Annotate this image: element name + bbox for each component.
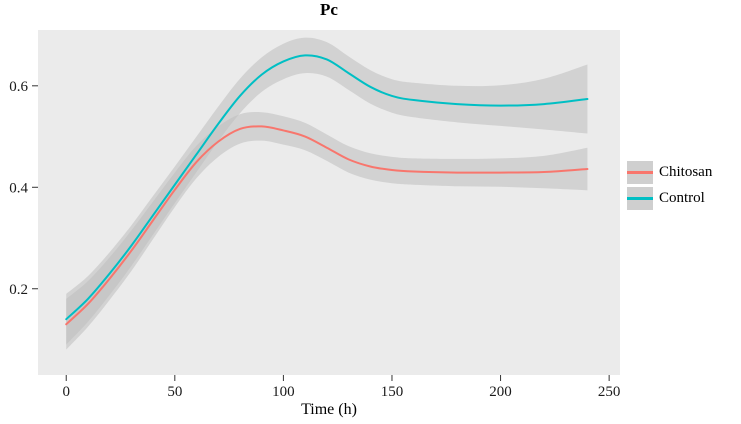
legend: Chitosan Control xyxy=(627,161,712,210)
x-axis-title: Time (h) xyxy=(301,401,357,418)
series-line-control xyxy=(65,54,589,321)
legend-item-control: Control xyxy=(627,187,712,210)
legend-key-line xyxy=(627,197,653,200)
legend-key-swatch xyxy=(627,187,653,210)
legend-item-chitosan: Chitosan xyxy=(627,161,712,184)
legend-key-swatch xyxy=(627,161,653,184)
x-tick-label: 250 xyxy=(598,384,621,400)
y-tick-label: 0.6 xyxy=(9,79,28,95)
x-tick-label: 100 xyxy=(272,384,295,400)
ribbon-control xyxy=(66,37,588,345)
legend-key-line xyxy=(627,171,653,174)
legend-label: Control xyxy=(659,190,705,206)
x-tick-label: 0 xyxy=(62,384,70,400)
x-tick-label: 50 xyxy=(167,384,182,400)
y-tick-label: 0.2 xyxy=(9,282,28,298)
x-tick-label: 150 xyxy=(381,384,404,400)
x-tick-label: 200 xyxy=(489,384,512,400)
series-line-chitosan xyxy=(65,125,589,326)
y-tick-label: 0.4 xyxy=(9,180,28,196)
chart-title: Pc xyxy=(320,0,338,19)
legend-label: Chitosan xyxy=(659,164,713,180)
